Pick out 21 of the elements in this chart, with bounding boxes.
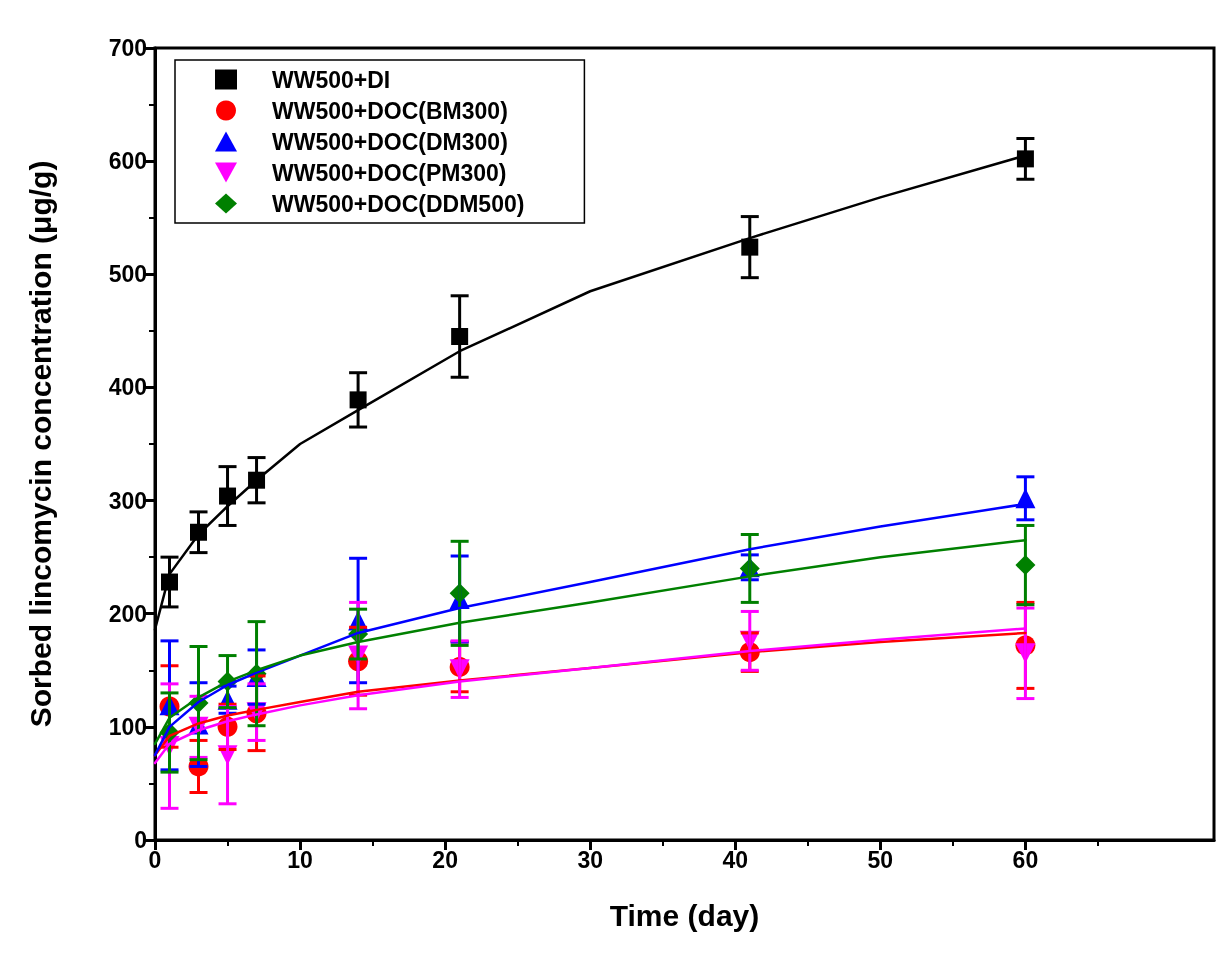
legend-label: WW500+DI [272, 66, 391, 93]
legend-label: WW500+DOC(DDM500) [272, 190, 525, 217]
y-tick-label: 300 [108, 487, 147, 514]
y-axis-title: Sorbed lincomycin concentration (μg/g) [23, 160, 57, 728]
y-tick-label: 100 [108, 713, 147, 740]
x-tick-label: 10 [287, 846, 313, 873]
legend-label: WW500+DOC(DM300) [272, 128, 508, 155]
x-tick-label: 60 [1012, 846, 1039, 873]
y-tick-label: 400 [108, 374, 147, 401]
y-tick-label: 200 [108, 600, 147, 627]
y-tick-label: 500 [108, 261, 147, 288]
legend-label: WW500+DOC(PM300) [272, 159, 507, 186]
x-tick-label: 20 [432, 846, 458, 873]
x-axis-title: Time (day) [609, 898, 760, 932]
x-tick-label: 40 [722, 846, 749, 873]
y-tick-label: 600 [108, 148, 147, 175]
y-tick-label: 0 [134, 827, 147, 853]
legend-label: WW500+DOC(BM300) [272, 97, 508, 124]
x-tick-label: 30 [577, 846, 603, 873]
y-tick-label: 700 [108, 35, 147, 61]
x-tick-label: 50 [867, 846, 894, 873]
